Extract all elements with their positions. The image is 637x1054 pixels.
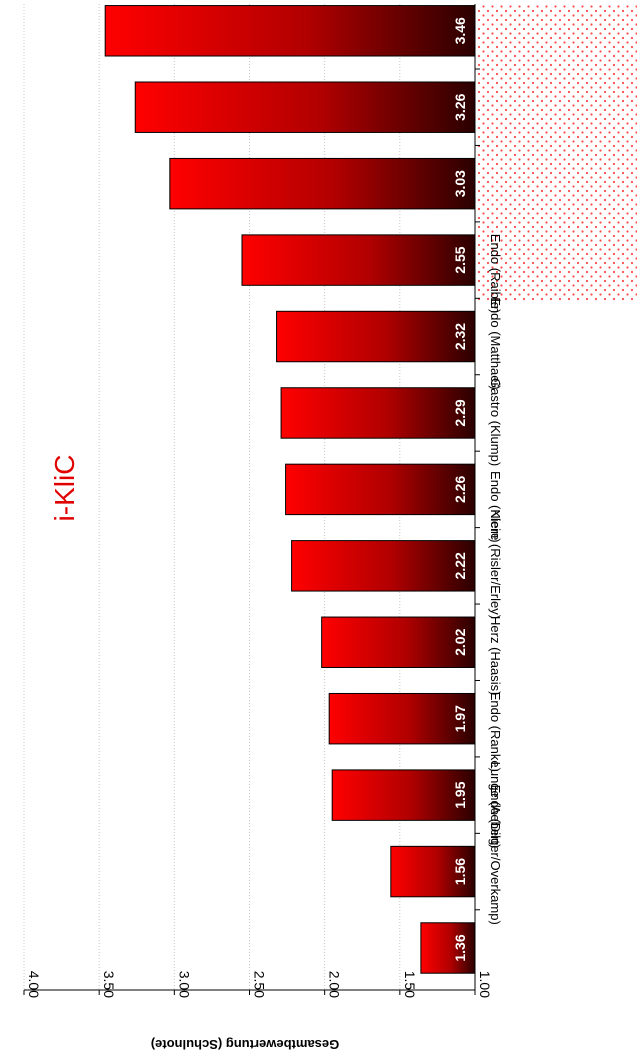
category-label: Gastro (Klump) — [488, 378, 503, 466]
bar — [390, 845, 476, 898]
bar-value-label: 2.26 — [452, 476, 468, 503]
value-tick-label: 2.00 — [327, 971, 343, 998]
category-label: Endo (Raible) — [488, 234, 503, 314]
value-tick-label: 1.00 — [477, 971, 493, 998]
value-tick-label: 3.00 — [176, 971, 192, 998]
bar-value-label: 2.29 — [452, 399, 468, 426]
chart-title: i-KliC — [49, 455, 80, 522]
bar-value-label: 2.55 — [452, 246, 468, 273]
bar — [104, 5, 476, 57]
bar — [134, 81, 476, 133]
category-label: Endo (Klein) — [488, 471, 503, 543]
y-axis-label: Gesamtbewertung (Schulnote) — [151, 1037, 340, 1052]
bar-value-label: 2.02 — [452, 628, 468, 655]
axes: Endo (Dilger/Overkamp)Lunge (Aebert)Endo… — [23, 4, 503, 998]
category-label: Niere (Risler/Erley) — [488, 509, 503, 619]
category-label: Endo (Matthaei) — [488, 297, 503, 390]
bar — [276, 310, 476, 363]
category-label: Herz (Haasis) — [488, 616, 503, 695]
bars: 1.36 1.56 1.95 1.97 2.02 2.22 2.26 2.29 2.32 2.55… — [104, 5, 476, 974]
bar-value-label: 1.36 — [452, 934, 468, 961]
bar — [328, 692, 476, 745]
bar-value-label: 1.97 — [452, 705, 468, 732]
label-mask-region — [476, 4, 637, 303]
bar-value-label: 1.56 — [452, 858, 468, 885]
value-tick-label: 1.50 — [402, 971, 418, 998]
bar — [420, 922, 476, 974]
bar-value-label: 2.32 — [452, 323, 468, 350]
value-tick-label: 3.50 — [101, 971, 117, 998]
bar-value-label: 1.95 — [452, 781, 468, 808]
bar — [291, 540, 476, 592]
category-label: Endo (Dilger/Overkamp) — [488, 785, 503, 925]
bar-value-label: 2.22 — [452, 552, 468, 579]
value-tick-label: 2.50 — [252, 971, 268, 998]
bar — [321, 616, 476, 668]
value-tick-label: 4.00 — [26, 971, 42, 998]
bar — [331, 769, 476, 821]
category-label: Endo (Ranke) — [488, 692, 503, 772]
category-label: Lunge (Aebert) — [488, 762, 503, 849]
bar — [285, 463, 476, 516]
bar-value-label: 3.46 — [452, 17, 468, 44]
bar-value-label: 3.26 — [452, 93, 468, 120]
bar — [241, 234, 476, 286]
bar — [169, 157, 476, 210]
bar — [280, 387, 476, 439]
bar-value-label: 3.03 — [452, 170, 468, 197]
